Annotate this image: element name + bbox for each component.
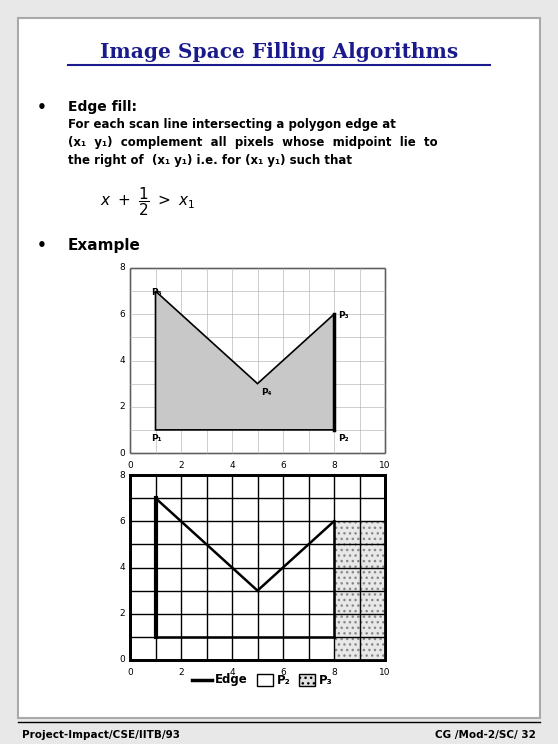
Text: (x₁  y₁)  complement  all  pixels  whose  midpoint  lie  to: (x₁ y₁) complement all pixels whose midp… xyxy=(68,136,437,149)
Text: 10: 10 xyxy=(379,461,391,470)
Bar xyxy=(334,522,385,660)
Text: P₂: P₂ xyxy=(277,673,291,687)
Text: P₂: P₂ xyxy=(338,434,349,443)
Text: 8: 8 xyxy=(331,668,337,677)
Text: 4: 4 xyxy=(119,356,125,365)
Text: 6: 6 xyxy=(119,310,125,318)
Text: 4: 4 xyxy=(229,461,235,470)
Polygon shape xyxy=(156,291,334,430)
Bar xyxy=(130,475,385,660)
Text: Image Space Filling Algorithms: Image Space Filling Algorithms xyxy=(100,42,458,62)
Text: Edge fill:: Edge fill: xyxy=(68,100,137,114)
Text: P₄: P₄ xyxy=(262,388,272,397)
Text: 2: 2 xyxy=(119,609,125,618)
Text: 0: 0 xyxy=(127,461,133,470)
Text: 10: 10 xyxy=(379,668,391,677)
Text: •: • xyxy=(37,238,47,253)
Text: 2: 2 xyxy=(178,668,184,677)
Text: 2: 2 xyxy=(119,403,125,411)
Text: Edge: Edge xyxy=(215,673,248,687)
Text: P₅: P₅ xyxy=(152,288,162,297)
Text: 6: 6 xyxy=(280,461,286,470)
Text: 8: 8 xyxy=(119,470,125,479)
Text: P₃: P₃ xyxy=(338,311,349,320)
Text: 4: 4 xyxy=(119,563,125,572)
Text: Project-Impact/CSE/IITB/93: Project-Impact/CSE/IITB/93 xyxy=(22,730,180,740)
Text: CG /Mod-2/SC/ 32: CG /Mod-2/SC/ 32 xyxy=(435,730,536,740)
Text: 6: 6 xyxy=(119,517,125,526)
Bar xyxy=(130,268,385,453)
Text: 8: 8 xyxy=(119,263,125,272)
Bar xyxy=(299,674,315,686)
Text: 0: 0 xyxy=(119,655,125,664)
Text: P₃: P₃ xyxy=(319,673,333,687)
Text: 2: 2 xyxy=(178,461,184,470)
Text: P₁: P₁ xyxy=(152,434,162,443)
Text: 6: 6 xyxy=(280,668,286,677)
Bar xyxy=(257,674,273,686)
Text: 0: 0 xyxy=(127,668,133,677)
Text: 0: 0 xyxy=(119,449,125,458)
Text: 4: 4 xyxy=(229,668,235,677)
Text: 8: 8 xyxy=(331,461,337,470)
Text: the right of  (x₁ y₁) i.e. for (x₁ y₁) such that: the right of (x₁ y₁) i.e. for (x₁ y₁) su… xyxy=(68,154,352,167)
Bar xyxy=(334,522,385,660)
Text: Example: Example xyxy=(68,238,141,253)
Text: $x\ +\ \dfrac{1}{2}\ >\ x_1$: $x\ +\ \dfrac{1}{2}\ >\ x_1$ xyxy=(100,185,195,219)
Text: •: • xyxy=(37,100,47,115)
Text: For each scan line intersecting a polygon edge at: For each scan line intersecting a polygo… xyxy=(68,118,396,131)
